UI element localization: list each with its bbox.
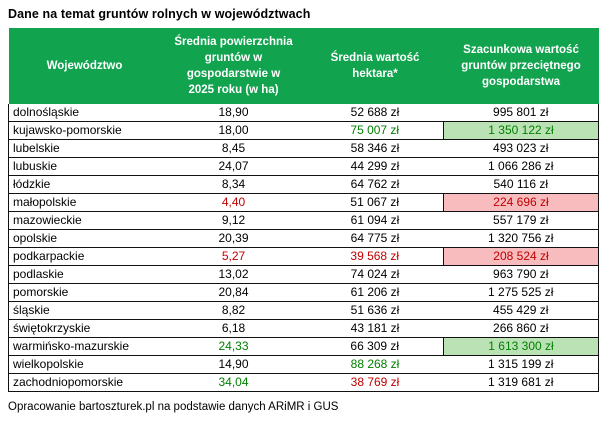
header-row: Województwo Średnia powierzchnia gruntów… (8, 28, 599, 104)
cell-value: 1 350 122 zł (443, 121, 599, 140)
cell-wojewodztwo: pomorskie (8, 283, 161, 302)
cell-price: 43 181 zł (306, 319, 444, 338)
cell-value: 224 696 zł (443, 193, 599, 212)
cell-value: 1 319 681 zł (443, 373, 599, 392)
table-row: śląskie 8,82 51 636 zł 455 429 zł (8, 301, 599, 320)
cell-wojewodztwo: świętokrzyskie (8, 319, 161, 338)
cell-price: 51 067 zł (306, 193, 444, 212)
table-row: dolnośląskie 18,90 52 688 zł 995 801 zł (8, 104, 599, 122)
cell-price: 61 094 zł (306, 211, 444, 230)
cell-wojewodztwo: lubelskie (8, 139, 161, 158)
cell-value: 455 429 zł (443, 301, 599, 320)
cell-area: 20,84 (160, 283, 307, 302)
table-row: podlaskie 13,02 74 024 zł 963 790 zł (8, 265, 599, 284)
cell-price: 44 299 zł (306, 157, 444, 176)
cell-price: 88 268 zł (306, 355, 444, 374)
cell-price: 75 007 zł (306, 121, 444, 140)
cell-price: 64 775 zł (306, 229, 444, 248)
cell-wojewodztwo: mazowieckie (8, 211, 161, 230)
cell-price: 61 206 zł (306, 283, 444, 302)
table-body: dolnośląskie 18,90 52 688 zł 995 801 zł kuja… (8, 104, 599, 392)
cell-wojewodztwo: lubuskie (8, 157, 161, 176)
cell-area: 8,34 (160, 175, 307, 194)
cell-value: 266 860 zł (443, 319, 599, 338)
cell-area: 4,40 (160, 193, 307, 212)
table-row: podkarpackie 5,27 39 568 zł 208 524 zł (8, 247, 599, 266)
column-header-price-per-ha: Średnia wartość hektara* (306, 28, 444, 104)
cell-value: 1 613 300 zł (443, 337, 599, 356)
table-row: lubelskie 8,45 58 346 zł 493 023 zł (8, 139, 599, 158)
cell-area: 5,27 (160, 247, 307, 266)
cell-value: 208 524 zł (443, 247, 599, 266)
cell-area: 13,02 (160, 265, 307, 284)
column-header-wojewodztwo: Województwo (8, 28, 161, 104)
table-row: pomorskie 20,84 61 206 zł 1 275 525 zł (8, 283, 599, 302)
cell-value: 995 801 zł (443, 104, 599, 122)
cell-price: 39 568 zł (306, 247, 444, 266)
cell-area: 14,90 (160, 355, 307, 374)
land-data-table: Województwo Średnia powierzchnia gruntów… (8, 28, 599, 392)
cell-area: 6,18 (160, 319, 307, 338)
cell-area: 34,04 (160, 373, 307, 392)
table-row: zachodniopomorskie 34,04 38 769 zł 1 319 68… (8, 373, 599, 392)
cell-wojewodztwo: warmińsko-mazurskie (8, 337, 161, 356)
cell-wojewodztwo: podkarpackie (8, 247, 161, 266)
cell-area: 8,82 (160, 301, 307, 320)
table-row: wielkopolskie 14,90 88 268 zł 1 315 199 zł (8, 355, 599, 374)
cell-wojewodztwo: łódzkie (8, 175, 161, 194)
cell-wojewodztwo: kujawsko-pomorskie (8, 121, 161, 140)
cell-area: 24,07 (160, 157, 307, 176)
table-row: opolskie 20,39 64 775 zł 1 320 756 zł (8, 229, 599, 248)
cell-area: 8,45 (160, 139, 307, 158)
cell-value: 963 790 zł (443, 265, 599, 284)
cell-wojewodztwo: podlaskie (8, 265, 161, 284)
cell-price: 58 346 zł (306, 139, 444, 158)
cell-value: 493 023 zł (443, 139, 599, 158)
cell-area: 18,00 (160, 121, 307, 140)
cell-wojewodztwo: opolskie (8, 229, 161, 248)
table-row: mazowieckie 9,12 61 094 zł 557 179 zł (8, 211, 599, 230)
cell-wojewodztwo: dolnośląskie (8, 104, 161, 122)
cell-area: 24,33 (160, 337, 307, 356)
cell-wojewodztwo: małopolskie (8, 193, 161, 212)
table-row: lubuskie 24,07 44 299 zł 1 066 286 zł (8, 157, 599, 176)
table-row: łódzkie 8,34 64 762 zł 540 116 zł (8, 175, 599, 194)
table-row: kujawsko-pomorskie 18,00 75 007 zł 1 350 12… (8, 121, 599, 140)
cell-value: 557 179 zł (443, 211, 599, 230)
cell-area: 18,90 (160, 104, 307, 122)
column-header-farm-value: Szacunkowa wartość gruntów przeciętnego … (443, 28, 599, 104)
cell-value: 540 116 zł (443, 175, 599, 194)
cell-wojewodztwo: śląskie (8, 301, 161, 320)
column-header-area: Średnia powierzchnia gruntów w gospodars… (160, 28, 307, 104)
table-row: warmińsko-mazurskie 24,33 66 309 zł 1 613 3… (8, 337, 599, 356)
table-row: świętokrzyskie 6,18 43 181 zł 266 860 zł (8, 319, 599, 338)
source-note: Opracowanie bartoszturek.pl na podstawie… (8, 401, 339, 413)
cell-area: 9,12 (160, 211, 307, 230)
page-title: Dane na temat gruntów rolnych w wojewódz… (8, 7, 311, 21)
cell-price: 66 309 zł (306, 337, 444, 356)
cell-value: 1 315 199 zł (443, 355, 599, 374)
cell-wojewodztwo: zachodniopomorskie (8, 373, 161, 392)
cell-price: 64 762 zł (306, 175, 444, 194)
cell-area: 20,39 (160, 229, 307, 248)
table-header: Województwo Średnia powierzchnia gruntów… (8, 28, 599, 104)
cell-price: 52 688 zł (306, 104, 444, 122)
table-row: małopolskie 4,40 51 067 zł 224 696 zł (8, 193, 599, 212)
cell-wojewodztwo: wielkopolskie (8, 355, 161, 374)
cell-price: 38 769 zł (306, 373, 444, 392)
cell-price: 74 024 zł (306, 265, 444, 284)
cell-value: 1 275 525 zł (443, 283, 599, 302)
cell-value: 1 066 286 zł (443, 157, 599, 176)
cell-value: 1 320 756 zł (443, 229, 599, 248)
cell-price: 51 636 zł (306, 301, 444, 320)
